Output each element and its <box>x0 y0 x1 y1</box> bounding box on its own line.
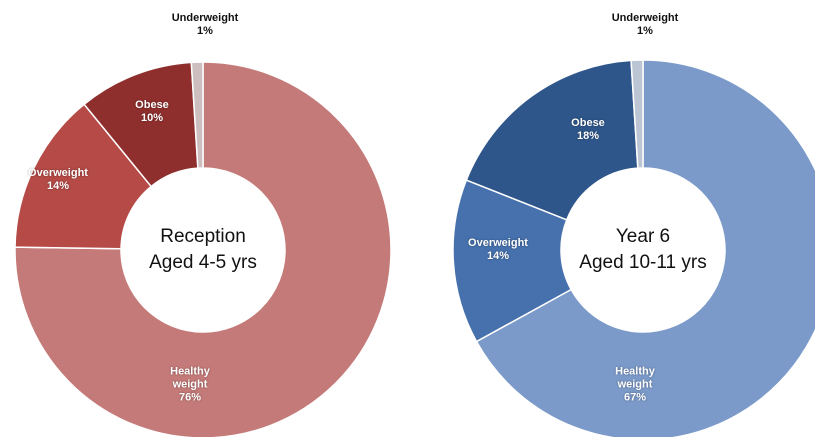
slice-category: Underweight <box>171 12 239 24</box>
slice-category: Overweight <box>468 237 528 249</box>
slice-value: 76% <box>178 391 202 404</box>
slice-category: Healthy weight <box>615 365 655 391</box>
slice-label: Obese 10% <box>117 99 187 125</box>
slice-label: Overweight 14% <box>463 237 533 263</box>
slice-label: Healthy weight 76% <box>155 366 225 405</box>
donut-slice <box>14 103 153 250</box>
slice-category: Obese <box>135 99 169 111</box>
slice-value: 18% <box>576 130 600 142</box>
slice-value: 1% <box>637 25 653 37</box>
chart-subtitle: Aged 4-5 yrs <box>149 252 257 273</box>
slice-value: 1% <box>197 25 213 37</box>
slice-label: Underweight 1% <box>170 12 240 38</box>
center-label: Reception Aged 4-5 yrs <box>123 224 283 276</box>
donut-slice <box>475 59 815 437</box>
slice-value: 14% <box>486 250 510 262</box>
slice-category: Healthy weight <box>170 365 210 391</box>
slice-label: Obese 18% <box>553 117 623 143</box>
center-label: Year 6 Aged 10-11 yrs <box>563 224 723 276</box>
slice-value: 10% <box>140 112 164 124</box>
chart-subtitle: Aged 10-11 yrs <box>579 252 707 273</box>
slice-category: Overweight <box>28 167 88 179</box>
slice-category: Underweight <box>611 12 679 24</box>
donut-slice <box>465 59 639 221</box>
slice-value: 67% <box>623 391 647 404</box>
slice-value: 14% <box>46 180 70 192</box>
donut-slice <box>630 59 644 169</box>
slice-label: Healthy weight 67% <box>600 366 670 405</box>
chart-title: Year 6 <box>615 226 671 247</box>
donut-slice <box>190 61 204 169</box>
slice-label: Overweight 14% <box>23 167 93 193</box>
slice-category: Obese <box>571 117 605 129</box>
donut-slice <box>14 61 392 437</box>
chart-title: Reception <box>160 226 246 247</box>
slice-label: Underweight 1% <box>610 12 680 38</box>
donut-slice <box>452 179 573 343</box>
